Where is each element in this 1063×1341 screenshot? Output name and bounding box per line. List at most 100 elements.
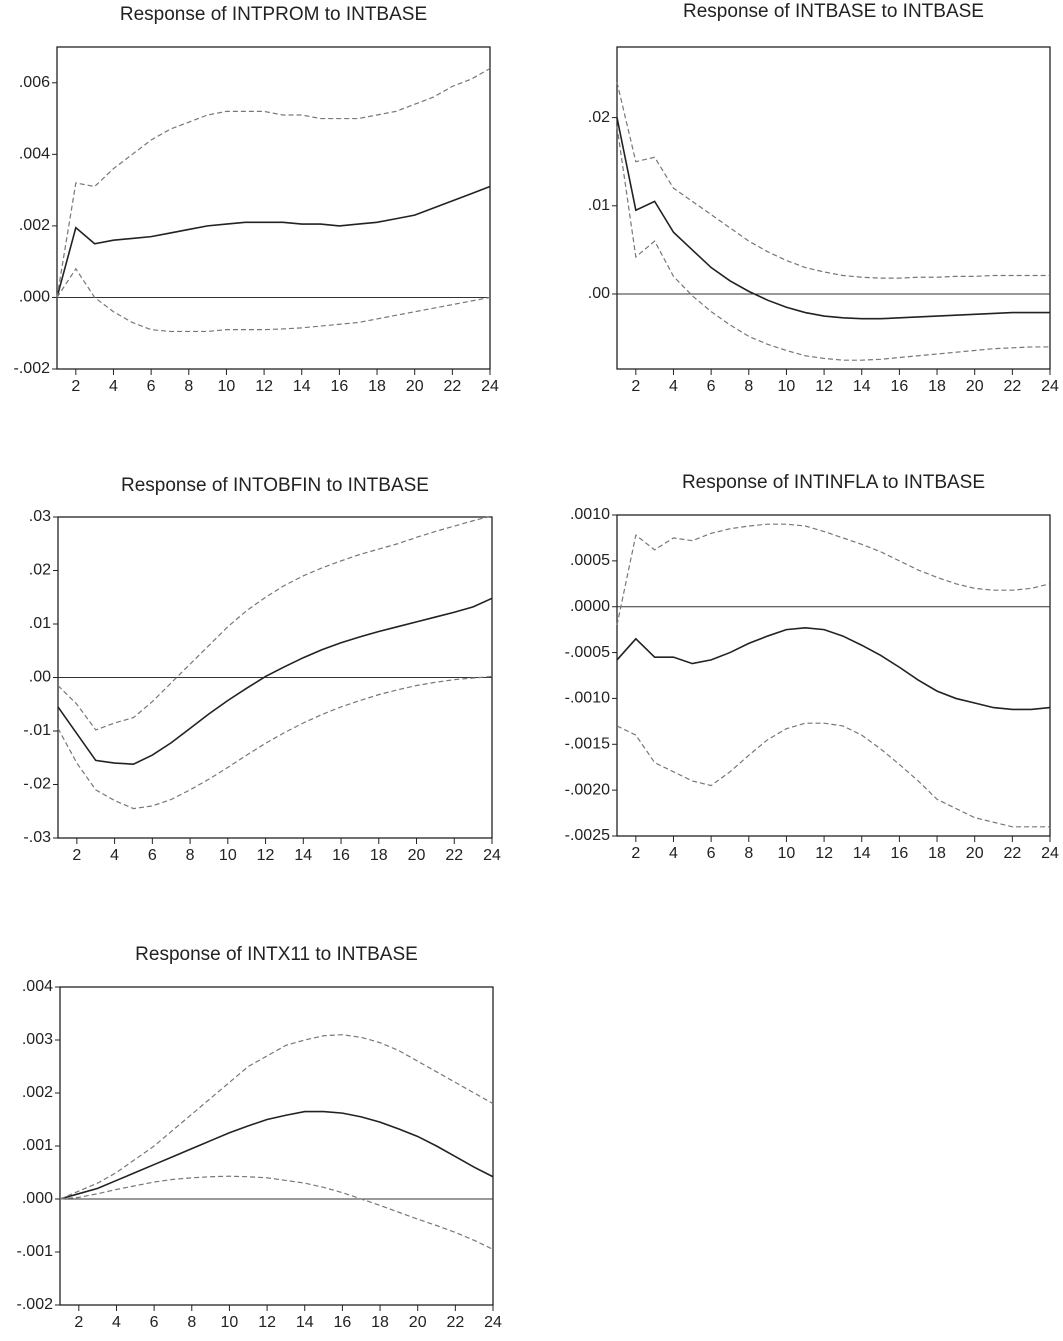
x-tick-label: 20 xyxy=(408,847,426,864)
confidence-band xyxy=(57,269,490,332)
chart-title: Response of INTOBFIN to INTBASE xyxy=(121,475,429,496)
x-tick-label: 18 xyxy=(371,1314,389,1331)
panel: Response of INTOBFIN to INTBASE -.03 -.02 -… xyxy=(23,475,501,864)
x-tick-label: 22 xyxy=(1003,378,1021,395)
panel: Response of INTBASE to INTBASE.00.01.022… xyxy=(588,1,1059,395)
y-tick-label: .006 xyxy=(19,74,50,91)
chart-title: Response of INTPROM to INTBASE xyxy=(120,4,427,25)
x-tick-label: 24 xyxy=(1041,845,1059,862)
y-tick-label: .002 xyxy=(22,1084,53,1101)
x-tick-label: 10 xyxy=(778,378,796,395)
y-tick-label: .02 xyxy=(29,562,51,579)
y-tick-label: -.0015 xyxy=(565,736,610,753)
y-tick-label: -.0020 xyxy=(565,781,610,798)
x-tick-label: 20 xyxy=(966,378,984,395)
x-tick-label: 18 xyxy=(368,378,386,395)
x-tick-label: 14 xyxy=(296,1314,314,1331)
y-tick-label: -.01 xyxy=(23,722,51,739)
x-tick-label: 22 xyxy=(443,378,461,395)
x-tick-label: 16 xyxy=(330,378,348,395)
x-tick-label: 22 xyxy=(1003,845,1021,862)
x-tick-label: 10 xyxy=(218,378,236,395)
confidence-band xyxy=(617,82,1050,278)
confidence-band xyxy=(617,723,1050,827)
x-tick-label: 24 xyxy=(1041,378,1059,395)
y-tick-label: -.02 xyxy=(23,776,51,793)
x-tick-label: 12 xyxy=(255,378,273,395)
x-tick-label: 18 xyxy=(370,847,388,864)
chart-title: Response of INTINFLA to INTBASE xyxy=(682,472,985,493)
x-tick-label: 20 xyxy=(409,1314,427,1331)
response-line xyxy=(57,187,490,298)
x-tick-label: 2 xyxy=(74,1314,83,1331)
y-tick-label: .003 xyxy=(22,1031,53,1048)
y-tick-label: .00 xyxy=(29,669,51,686)
confidence-band xyxy=(57,68,490,297)
x-tick-label: 6 xyxy=(707,378,716,395)
y-tick-label: .0010 xyxy=(570,506,610,523)
x-tick-label: 20 xyxy=(406,378,424,395)
figure: Response of INTPROM to INTBASE -.002 .000.… xyxy=(0,0,1063,1336)
x-tick-label: 8 xyxy=(744,378,753,395)
x-tick-label: 6 xyxy=(147,378,156,395)
y-tick-label: .01 xyxy=(588,197,610,214)
y-tick-label: .0005 xyxy=(570,552,610,569)
x-tick-label: 16 xyxy=(890,378,908,395)
x-tick-label: 16 xyxy=(333,1314,351,1331)
x-tick-label: 10 xyxy=(778,845,796,862)
chart-title: Response of INTBASE to INTBASE xyxy=(683,1,984,22)
x-tick-label: 8 xyxy=(744,845,753,862)
x-tick-label: 24 xyxy=(484,1314,502,1331)
plot-frame xyxy=(617,47,1050,369)
panel: Response of INTPROM to INTBASE -.002 .000.… xyxy=(14,4,499,395)
y-tick-label: .001 xyxy=(22,1137,53,1154)
response-line xyxy=(617,118,1050,319)
y-tick-label: -.002 xyxy=(14,360,51,377)
y-tick-label: -.001 xyxy=(17,1243,54,1260)
response-line xyxy=(60,1112,493,1199)
y-tick-label: .0000 xyxy=(570,598,610,615)
x-tick-label: 14 xyxy=(853,378,871,395)
response-line xyxy=(58,598,492,764)
x-tick-label: 8 xyxy=(184,378,193,395)
x-tick-label: 6 xyxy=(150,1314,159,1331)
y-tick-label: .000 xyxy=(19,289,50,306)
x-tick-label: 22 xyxy=(446,1314,464,1331)
x-tick-label: 4 xyxy=(669,378,678,395)
x-tick-label: 24 xyxy=(481,378,499,395)
page: Response of INTPROM to INTBASE -.002 .000.… xyxy=(0,0,1063,1336)
plot-frame xyxy=(57,47,490,369)
y-tick-label: .004 xyxy=(19,146,50,163)
y-tick-label: -.002 xyxy=(17,1296,54,1313)
x-tick-label: 2 xyxy=(72,847,81,864)
x-tick-label: 4 xyxy=(109,378,118,395)
confidence-band xyxy=(617,126,1050,360)
x-tick-label: 14 xyxy=(293,378,311,395)
x-tick-label: 10 xyxy=(221,1314,239,1331)
x-tick-label: 4 xyxy=(110,847,119,864)
x-tick-label: 2 xyxy=(631,378,640,395)
y-tick-label: -.03 xyxy=(23,829,51,846)
x-tick-label: 2 xyxy=(631,845,640,862)
x-tick-label: 4 xyxy=(669,845,678,862)
y-tick-label: -.0010 xyxy=(565,690,610,707)
panel: Response of INTINFLA to INTBASE-.0025-.0… xyxy=(565,472,1059,862)
x-tick-label: 18 xyxy=(928,378,946,395)
confidence-band xyxy=(617,524,1050,625)
x-tick-label: 20 xyxy=(966,845,984,862)
x-tick-label: 12 xyxy=(815,845,833,862)
x-tick-label: 14 xyxy=(853,845,871,862)
x-tick-label: 10 xyxy=(219,847,237,864)
x-tick-label: 12 xyxy=(257,847,275,864)
y-tick-label: .01 xyxy=(29,615,51,632)
chart-title: Response of INTX11 to INTBASE xyxy=(135,944,418,965)
x-tick-label: 16 xyxy=(890,845,908,862)
confidence-band xyxy=(58,516,492,730)
plot-frame xyxy=(60,987,493,1305)
x-tick-label: 4 xyxy=(112,1314,121,1331)
y-tick-label: .004 xyxy=(22,978,53,995)
x-tick-label: 14 xyxy=(294,847,312,864)
y-tick-label: -.0005 xyxy=(565,644,610,661)
x-tick-label: 8 xyxy=(187,1314,196,1331)
x-tick-label: 12 xyxy=(815,378,833,395)
